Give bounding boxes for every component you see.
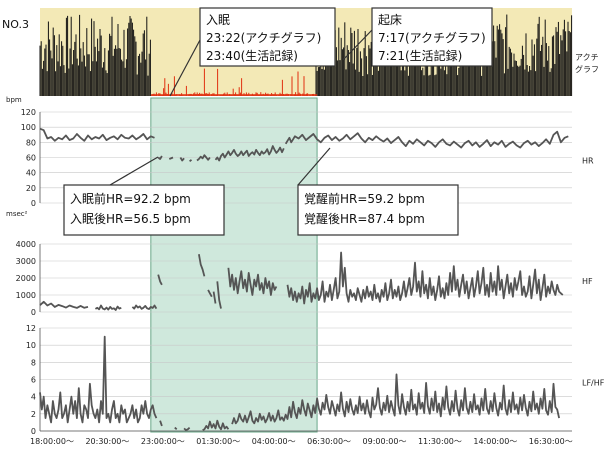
callout-text: 入眠後HR=56.5 bpm xyxy=(70,212,191,226)
annotation-sleep_onset: 入眠 23:22(アクチグラフ) 23:40(生活記録) xyxy=(169,7,336,97)
callout-pointer xyxy=(169,39,201,97)
series-line xyxy=(198,254,206,277)
series-line xyxy=(216,281,222,309)
x-tick-label: 04:00:00～ xyxy=(252,437,296,446)
series-line xyxy=(174,426,178,430)
y-tick-label: 2000 xyxy=(16,274,36,283)
y-tick-label: 0 xyxy=(31,308,36,317)
series-line xyxy=(159,420,163,427)
y-tick-label: 6 xyxy=(31,376,36,385)
series-line xyxy=(214,145,285,162)
lfhf-panel: 0 2 4 6 8 10 12 LF/HF 18:00:00～ 20:30:00～ 23:00:00… xyxy=(26,324,605,446)
callout-pointer xyxy=(297,147,331,186)
callout-text: 23:40(生活記録) xyxy=(206,48,298,63)
x-tick-label: 06:30:00～ xyxy=(307,437,351,446)
callout-box xyxy=(63,184,225,236)
y-tick-label: 0 xyxy=(31,199,36,208)
callout-text: 覚醒前HR=59.2 bpm xyxy=(304,191,425,206)
x-tick-label: 16:30:00～ xyxy=(529,437,573,446)
y-tick-label: 40 xyxy=(26,169,36,178)
sleep-window-rect xyxy=(150,97,318,433)
y-tick-label: 120 xyxy=(21,108,36,117)
x-tick-label: 11:30:00～ xyxy=(418,437,462,446)
sleep-window-band xyxy=(150,97,318,433)
callout-pointer xyxy=(342,29,373,61)
y-tick-label: 1000 xyxy=(16,291,36,300)
y-tick-label: 10 xyxy=(26,341,36,350)
actigraph-side-label-2: グラフ xyxy=(575,64,599,74)
callout-box xyxy=(371,7,493,67)
series-line xyxy=(212,291,217,304)
series-line xyxy=(131,304,158,311)
y-tick-label: 0 xyxy=(31,427,36,436)
unit-label: msec² xyxy=(6,210,28,218)
series-line xyxy=(284,130,569,149)
annotation-hr_sleep: 入眠前HR=92.2 bpm 入眠後HR=56.5 bpm xyxy=(63,156,225,236)
y-tick-label: 60 xyxy=(26,154,36,163)
series-line xyxy=(168,156,174,160)
y-tick-label: 100 xyxy=(21,123,36,132)
panel-side-label: LF/HF xyxy=(582,379,605,388)
series-line xyxy=(39,127,155,142)
series-line xyxy=(39,300,89,309)
series-line xyxy=(231,373,560,425)
series-line xyxy=(94,304,122,311)
y-tick-label: 4000 xyxy=(16,240,36,249)
callout-text: 23:22(アクチグラフ) xyxy=(206,31,321,45)
hf-panel: 0 1000 2000 3000 4000 msec² HF xyxy=(6,210,593,317)
series-line xyxy=(157,155,163,160)
y-tick-label: 2 xyxy=(31,410,36,419)
callout-box xyxy=(297,184,459,236)
callout-text: 入眠 xyxy=(206,13,230,27)
y-tick-label: 8 xyxy=(31,358,36,367)
annotation-wake: 起床 7:17(アクチグラフ) 7:21(生活記録) xyxy=(342,7,493,67)
series-line xyxy=(286,251,564,305)
annotations: 入眠 23:22(アクチグラフ) 23:40(生活記録) 起床 7:17(アクチグラフ)… xyxy=(63,7,493,236)
panel-title: NO.3 xyxy=(2,18,29,31)
x-tick-label: 14:00:00～ xyxy=(473,437,517,446)
callout-text: 覚醒後HR=87.4 bpm xyxy=(304,212,425,226)
series-line xyxy=(227,267,278,296)
annotation-hr_wake: 覚醒前HR=59.2 bpm 覚醒後HR=87.4 bpm xyxy=(297,147,459,236)
y-tick-label: 4 xyxy=(31,393,36,402)
x-tick-label: 23:00:00～ xyxy=(141,437,185,446)
series-line xyxy=(196,154,211,162)
callout-text: 起床 xyxy=(378,13,402,27)
series-line xyxy=(207,289,213,298)
series-line xyxy=(183,426,191,432)
callout-pointer xyxy=(109,156,159,186)
x-tick-label: 18:00:00～ xyxy=(30,437,74,446)
series-line xyxy=(157,274,163,286)
panel-side-label: HF xyxy=(582,277,593,286)
actigraph-side-label: アクチ xyxy=(575,53,599,62)
callout-text: 入眠前HR=92.2 bpm xyxy=(70,191,191,206)
callout-text: 7:21(生活記録) xyxy=(378,48,462,63)
x-tick-label: 01:30:00～ xyxy=(196,437,240,446)
x-tick-label: 09:00:00～ xyxy=(363,437,407,446)
y-tick-label: 80 xyxy=(26,138,36,147)
panel-side-label: HR xyxy=(582,157,594,166)
x-tick-label: 20:30:00～ xyxy=(85,437,129,446)
callout-text: 7:17(アクチグラフ) xyxy=(378,31,486,45)
y-tick-label: 20 xyxy=(26,184,36,193)
series-line xyxy=(39,335,158,424)
callout-box xyxy=(199,7,336,67)
series-line xyxy=(202,419,230,431)
series-line xyxy=(189,159,193,163)
unit-label: bpm xyxy=(6,96,22,104)
series-line xyxy=(179,157,185,162)
y-tick-label: 3000 xyxy=(16,257,36,266)
y-tick-label: 12 xyxy=(26,324,36,333)
